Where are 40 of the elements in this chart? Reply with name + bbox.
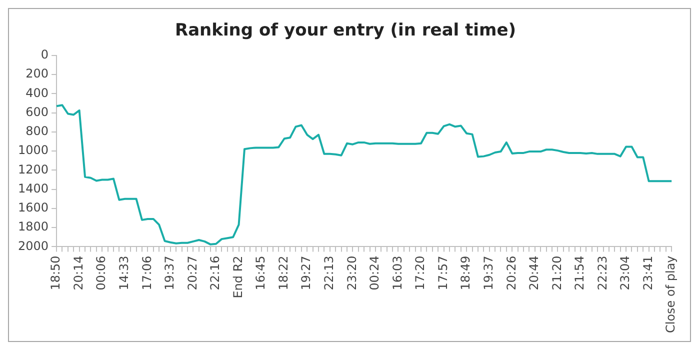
x-tick-label: 21:54 bbox=[572, 256, 587, 290]
x-tick-label: 18:22 bbox=[276, 256, 290, 290]
y-tick-label: 1000 bbox=[18, 143, 49, 158]
x-tick-label: 23:04 bbox=[618, 256, 632, 290]
x-tick-label: 19:27 bbox=[299, 256, 314, 290]
x-tick-label: 23:20 bbox=[344, 256, 359, 290]
x-tick-label: 19:37 bbox=[481, 256, 496, 290]
x-tick-label: 18:50 bbox=[48, 256, 63, 290]
y-tick-label: 800 bbox=[26, 124, 49, 138]
chart-title: Ranking of your entry (in real time) bbox=[174, 20, 516, 41]
x-tick-label: 22:16 bbox=[208, 256, 222, 290]
x-tick-label: 18:49 bbox=[458, 256, 473, 290]
x-tick-label: Close of play bbox=[664, 256, 678, 334]
x-tick-label: 19:37 bbox=[162, 256, 177, 290]
y-tick-label: 1200 bbox=[18, 162, 49, 176]
y-tick-label: 400 bbox=[26, 86, 49, 100]
y-tick-label: 200 bbox=[26, 66, 49, 81]
y-tick-label: 2000 bbox=[18, 238, 49, 253]
x-tick-label: 00:06 bbox=[94, 256, 108, 290]
x-tick-label: 17:57 bbox=[436, 256, 450, 290]
x-tick-label: 16:03 bbox=[390, 256, 404, 290]
x-tick-label: 20:27 bbox=[185, 256, 200, 290]
x-tick-label: 22:13 bbox=[322, 256, 336, 290]
y-tick-label: 0 bbox=[40, 48, 49, 62]
x-tick-label: 22:23 bbox=[595, 256, 610, 290]
x-tick-label: 20:26 bbox=[504, 256, 518, 290]
x-tick-label: 21:20 bbox=[550, 256, 564, 290]
y-tick-label: 1800 bbox=[18, 220, 49, 234]
y-tick-label: 1600 bbox=[18, 200, 49, 215]
x-tick-label: 20:14 bbox=[71, 256, 86, 290]
y-tick-label: 1400 bbox=[18, 181, 49, 196]
x-tick-label: 00:24 bbox=[368, 256, 382, 290]
x-tick-label: 20:44 bbox=[527, 256, 542, 290]
x-tick-label: 16:45 bbox=[254, 256, 268, 290]
x-tick-label: 23:41 bbox=[640, 256, 655, 290]
x-tick-label: End R2 bbox=[230, 256, 245, 298]
x-tick-label: 14:33 bbox=[117, 256, 132, 290]
y-tick-label: 600 bbox=[26, 104, 49, 119]
x-tick-label: 17:20 bbox=[413, 256, 428, 290]
x-tick-label: 17:06 bbox=[140, 256, 154, 290]
